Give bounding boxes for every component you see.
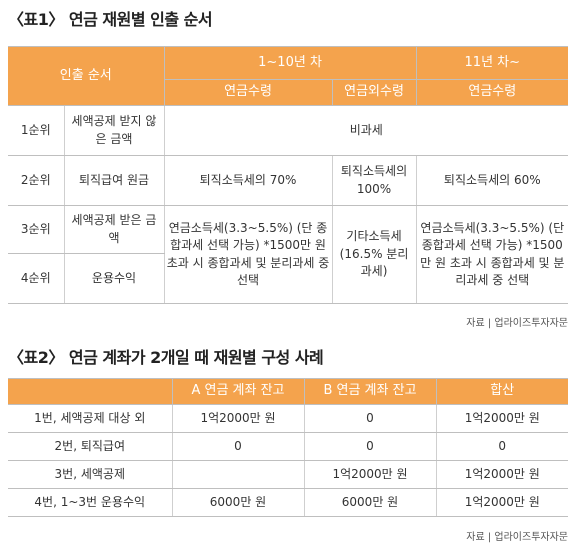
header-non-pension-receipt: 연금외수령 — [331, 79, 417, 106]
value-cell: 1억2000만 원 — [303, 460, 437, 489]
source-note: 자료 | 업라이즈투자자문 — [466, 318, 568, 329]
value-cell: 6000만 원 — [171, 488, 305, 517]
tax-cell: 기타소득세 (16.5% 분리과세) — [331, 205, 417, 304]
row-label: 4번, 1~3번 운용수익 — [8, 488, 173, 517]
value-cell — [171, 460, 305, 489]
row-label: 2번, 퇴직급여 — [8, 432, 173, 461]
tax-cell: 연금소득세(3.3~5.5%) (단 종합과세 선택 가능) *1500만 원 … — [415, 205, 569, 304]
tax-cell: 퇴직소득세의 100% — [331, 155, 417, 206]
value-cell: 1억2000만 원 — [435, 460, 568, 489]
table2-title: 〈표2〉 연금 계좌가 2개일 때 재원별 구성 사례 — [8, 348, 324, 367]
header-account-a: A 연금 계좌 잔고 — [171, 378, 305, 405]
table-row: 4번, 1~3번 운용수익 6000만 원 6000만 원 1억2000만 원 — [8, 488, 568, 517]
header-total: 합산 — [435, 378, 568, 405]
source-cell: 퇴직급여 원금 — [63, 155, 165, 206]
account-composition-table: A 연금 계좌 잔고 B 연금 계좌 잔고 합산 1번, 세액공제 대상 외 1… — [8, 378, 568, 517]
tax-cell: 퇴직소득세의 70% — [163, 155, 333, 206]
rank-cell: 3순위 — [8, 205, 65, 254]
tax-cell: 퇴직소득세의 60% — [415, 155, 569, 206]
source-cell: 세액공제 받은 금액 — [63, 205, 165, 254]
value-cell: 0 — [303, 404, 437, 433]
source-cell: 세액공제 받지 않은 금액 — [63, 105, 165, 156]
table-row: 3순위 세액공제 받은 금액 연금소득세(3.3~5.5%) (단 종합과세 선… — [8, 205, 569, 304]
header-period-11plus: 11년 차~ — [415, 46, 569, 80]
value-cell: 0 — [171, 432, 305, 461]
value-cell: 0 — [435, 432, 568, 461]
tax-cell: 비과세 — [163, 105, 569, 156]
value-cell: 6000만 원 — [303, 488, 437, 517]
rank-cell: 1순위 — [8, 105, 65, 156]
header-empty — [8, 378, 173, 405]
value-cell: 1억2000만 원 — [435, 488, 568, 517]
row-label: 3번, 세액공제 — [8, 460, 173, 489]
table-row: 1순위 세액공제 받지 않은 금액 비과세 — [8, 105, 569, 156]
header-pension-receipt-2: 연금수령 — [415, 79, 569, 106]
tax-cell: 연금소득세(3.3~5.5%) (단 종합과세 선택 가능) *1500만 원 … — [163, 205, 333, 304]
header-pension-receipt: 연금수령 — [163, 79, 333, 106]
header-account-b: B 연금 계좌 잔고 — [303, 378, 437, 405]
table-row: 4순위 운용수익 — [8, 253, 568, 304]
source-cell: 운용수익 — [63, 253, 165, 304]
value-cell: 1억2000만 원 — [171, 404, 305, 433]
source-note: 자료 | 업라이즈투자자문 — [466, 532, 568, 543]
table-row: 1번, 세액공제 대상 외 1억2000만 원 0 1억2000만 원 — [8, 404, 568, 433]
rank-cell: 2순위 — [8, 155, 65, 206]
header-order: 인출 순서 — [8, 46, 165, 106]
withdrawal-order-table: 인출 순서 1~10년 차 11년 차~ 연금수령 연금외수령 연금수령 1순위… — [8, 46, 569, 304]
header-period-1-10: 1~10년 차 — [163, 46, 417, 80]
table1-title: 〈표1〉 연금 재원별 인출 순서 — [8, 10, 213, 29]
value-cell: 1억2000만 원 — [435, 404, 568, 433]
rank-cell: 4순위 — [8, 253, 65, 304]
table-row: 2순위 퇴직급여 원금 퇴직소득세의 70% 퇴직소득세의 100% 퇴직소득세… — [8, 155, 569, 206]
table-row: 3번, 세액공제 1억2000만 원 1억2000만 원 — [8, 460, 568, 489]
row-label: 1번, 세액공제 대상 외 — [8, 404, 173, 433]
value-cell: 0 — [303, 432, 437, 461]
table-row: 2번, 퇴직급여 0 0 0 — [8, 432, 568, 461]
